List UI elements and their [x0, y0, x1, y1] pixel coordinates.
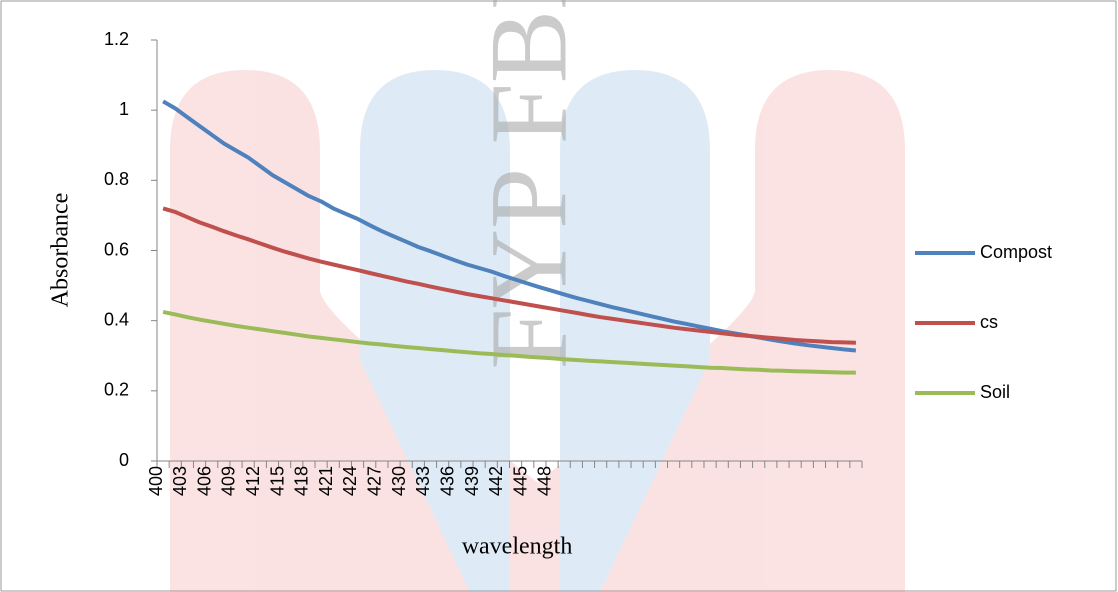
watermark: FYP FBK	[467, 0, 589, 370]
x-tick-label: 439	[462, 466, 482, 496]
x-axis-title: wavelength	[462, 534, 573, 560]
x-tick-label: 415	[267, 466, 287, 496]
chart: FYP FBK wavelength Absorbance 0 0.2 0.4 0.6…	[0, 0, 1118, 592]
legend-label: cs	[980, 312, 998, 332]
y-tick-label: 0	[119, 450, 129, 470]
x-tick-label: 421	[316, 466, 336, 496]
x-tick-label: 442	[486, 466, 506, 496]
x-tick-label: 448	[535, 466, 555, 496]
x-tick-label: 430	[389, 466, 409, 496]
legend-label: Soil	[980, 382, 1010, 402]
x-tick-label: 400	[146, 466, 166, 496]
x-tick-label: 412	[243, 466, 263, 496]
x-tick-label: 433	[413, 466, 433, 496]
x-tick-label: 424	[340, 466, 360, 496]
y-tick-label: 1.2	[104, 29, 129, 49]
x-tick-label: 403	[170, 466, 190, 496]
x-tick-label: 436	[437, 466, 457, 496]
x-tick-label: 418	[292, 466, 312, 496]
y-tick-label: 1	[119, 99, 129, 119]
x-tick-label: 406	[194, 466, 214, 496]
y-axis-title: Absorbance	[48, 193, 74, 308]
x-tick-label: 445	[510, 466, 530, 496]
y-tick-label: 0.4	[104, 309, 129, 329]
x-tick-label: 427	[365, 466, 385, 496]
x-tick-label: 409	[219, 466, 239, 496]
y-tick-label: 0.6	[104, 239, 129, 259]
y-tick-label: 0.2	[104, 380, 129, 400]
y-tick-label: 0.8	[104, 169, 129, 189]
legend-label: Compost	[980, 242, 1052, 262]
